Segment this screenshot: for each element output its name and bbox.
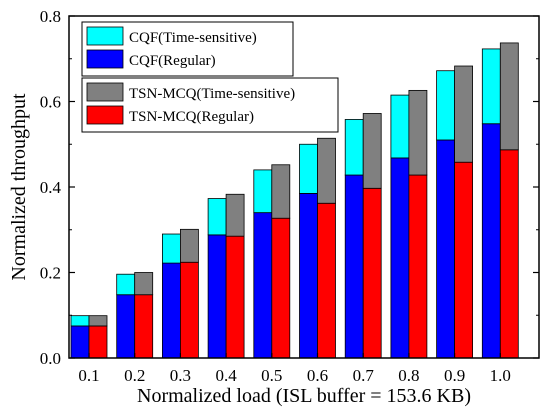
bar-tsn-mcq-time-sensitive-0.9 [454, 65, 474, 163]
bar-tsn-mcq-time-sensitive-0.5 [271, 164, 291, 219]
bar-cqf-regular-0.5 [253, 212, 273, 359]
bar-tsn-mcq-time-sensitive-0.8 [408, 89, 428, 176]
bar-tsn-mcq-time-sensitive-0.3 [179, 228, 199, 263]
bar-cqf-regular-0.4 [207, 234, 227, 359]
legend-swatch [86, 26, 124, 46]
y-axis-title: Normalized throughput [8, 93, 30, 281]
legend-label: TSN-MCQ(Regular) [129, 109, 254, 125]
bar-tsn-mcq-time-sensitive-0.6 [317, 137, 336, 204]
legend-label: TSN-MCQ(Time-sensitive) [129, 86, 295, 102]
bar-cqf-regular-1.0 [481, 123, 501, 359]
bar-cqf-time-sensitive-0.3 [161, 233, 181, 264]
x-tick-label: 0.4 [215, 366, 237, 385]
bar-cqf-regular-0.8 [390, 157, 410, 359]
bar-tsn-mcq-time-sensitive-0.2 [134, 272, 154, 296]
bar-cqf-time-sensitive-0.9 [436, 70, 456, 141]
bar-tsn-mcq-time-sensitive-0.1 [88, 315, 108, 327]
y-tick-label: 0.6 [40, 93, 61, 112]
bar-tsn-mcq-regular-0.5 [271, 217, 291, 359]
x-tick-label: 1.0 [490, 366, 511, 385]
bar-tsn-mcq-regular-0.1 [88, 325, 108, 359]
y-tick-label: 0.4 [40, 178, 62, 197]
bar-cqf-regular-0.1 [70, 325, 90, 359]
bar-cqf-regular-0.2 [116, 294, 136, 359]
y-tick-label: 0.0 [40, 349, 61, 368]
x-tick-label: 0.5 [261, 366, 282, 385]
x-tick-label: 0.2 [124, 366, 145, 385]
bar-tsn-mcq-regular-0.7 [362, 187, 382, 359]
x-tick-label: 0.8 [398, 366, 419, 385]
bar-cqf-regular-0.9 [436, 139, 456, 359]
bar-cqf-regular-0.6 [299, 193, 318, 359]
bar-tsn-mcq-regular-0.9 [454, 161, 474, 359]
x-tick-label: 0.7 [353, 366, 375, 385]
x-axis: 0.1 0.2 0.3 0.4 0.5 0.6 0.7 0.8 0.9 1.0 [78, 353, 511, 385]
bar-tsn-mcq-time-sensitive-0.7 [362, 113, 382, 189]
legend-swatch [86, 82, 124, 102]
bar-tsn-mcq-time-sensitive-1.0 [499, 42, 519, 151]
y-tick-label: 0.8 [40, 7, 61, 26]
bar-cqf-time-sensitive-0.6 [299, 143, 318, 194]
bar-tsn-mcq-regular-0.4 [225, 235, 245, 359]
bar-tsn-mcq-regular-0.3 [179, 261, 199, 359]
x-tick-label: 0.9 [444, 366, 465, 385]
bar-cqf-time-sensitive-0.5 [253, 169, 273, 214]
legend-box [81, 77, 339, 133]
legend-swatch [86, 105, 124, 125]
legend: CQF(Time-sensitive) CQF(Regular) TSN-MCQ(T… [81, 21, 339, 133]
x-tick-label: 0.1 [78, 366, 99, 385]
y-tick-label: 0.2 [40, 264, 61, 283]
bar-cqf-regular-0.7 [344, 174, 364, 359]
legend-label: CQF(Time-sensitive) [129, 30, 257, 46]
bars-layer [70, 42, 519, 359]
bar-cqf-time-sensitive-0.1 [70, 315, 90, 327]
x-tick-label: 0.6 [307, 366, 328, 385]
bar-tsn-mcq-regular-1.0 [499, 149, 519, 359]
legend-swatch [86, 49, 124, 69]
x-axis-title: Normalized load (ISL buffer = 153.6 KB) [137, 385, 471, 407]
bar-cqf-time-sensitive-0.8 [390, 94, 410, 159]
bar-tsn-mcq-regular-0.6 [317, 202, 336, 359]
y-axis: 0.0 0.2 0.4 0.6 0.8 [40, 7, 539, 368]
bar-cqf-time-sensitive-1.0 [481, 48, 501, 125]
bar-tsn-mcq-regular-0.2 [134, 294, 154, 359]
legend-label: CQF(Regular) [129, 53, 216, 69]
x-tick-label: 0.3 [170, 366, 191, 385]
bar-cqf-time-sensitive-0.2 [116, 273, 136, 296]
bar-cqf-regular-0.3 [161, 262, 181, 359]
bar-tsn-mcq-time-sensitive-0.4 [225, 193, 245, 237]
bar-cqf-time-sensitive-0.4 [207, 198, 227, 236]
bar-tsn-mcq-regular-0.8 [408, 174, 428, 359]
bar-cqf-time-sensitive-0.7 [344, 119, 364, 176]
